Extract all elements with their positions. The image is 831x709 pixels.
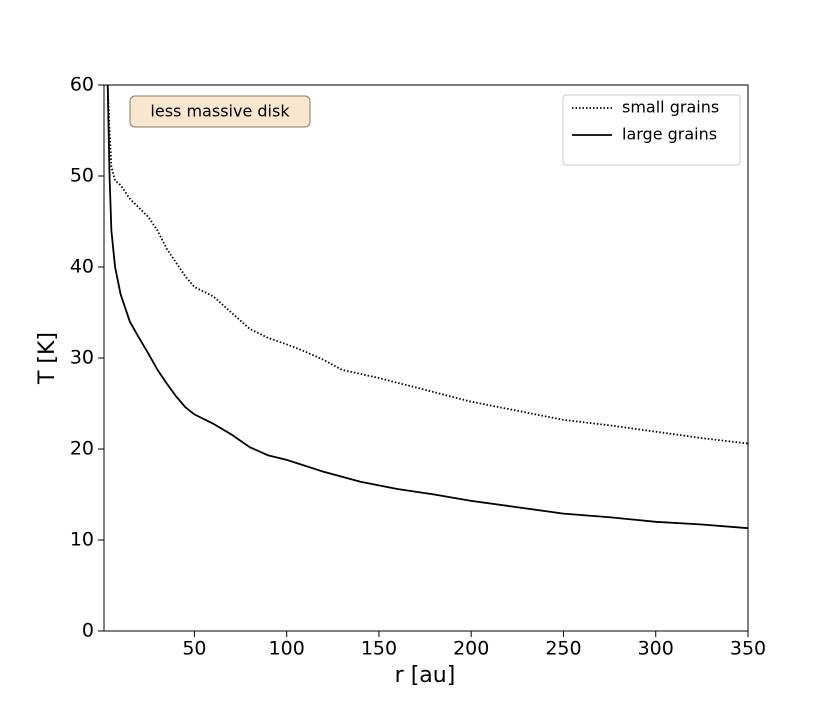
annotation: less massive disk: [150, 102, 290, 121]
annotation-box: [129, 95, 311, 128]
y-tick-label: 0: [82, 620, 94, 642]
legend-label: large grains: [622, 125, 717, 144]
plot-frame: [103, 84, 749, 632]
y-tick-label: 20: [70, 438, 94, 460]
series-line: [106, 85, 748, 445]
x-tick-label: 50: [182, 638, 206, 660]
x-tick-label: 250: [545, 638, 581, 660]
x-tick-label: 100: [269, 638, 305, 660]
y-tick-label: 60: [70, 74, 94, 96]
x-tick-label: 150: [361, 638, 397, 660]
legend-label: small grains: [622, 98, 719, 117]
y-tick-label: 40: [70, 256, 94, 278]
y-axis-label: T [K]: [35, 332, 60, 385]
plot-area: [106, 85, 748, 530]
x-tick-label: 350: [730, 638, 766, 660]
y-tick-label: 10: [70, 529, 94, 551]
x-tick-label: 200: [453, 638, 489, 660]
y-tick-label: 50: [70, 165, 94, 187]
legend-box: [562, 94, 741, 166]
x-tick-label: 300: [638, 638, 674, 660]
series-line: [106, 85, 748, 530]
y-tick-label: 30: [70, 347, 94, 369]
x-axis-label: r [au]: [395, 663, 456, 688]
